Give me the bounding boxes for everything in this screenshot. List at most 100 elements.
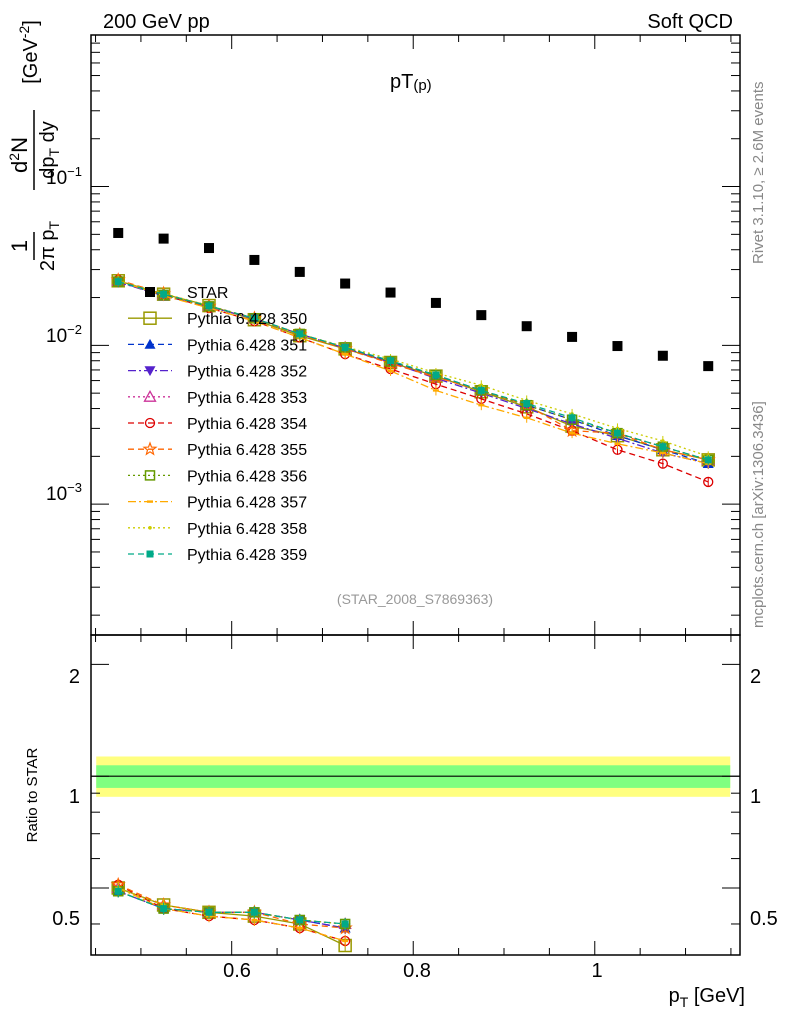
axis-ticks: [91, 34, 740, 955]
legend-marker-1: [143, 311, 157, 325]
legend-entry-3: Pythia 6.428 352: [128, 364, 307, 381]
legend-entry-8: Pythia 6.428 357: [128, 495, 307, 512]
legend-entry-9: Pythia 6.428 358: [128, 521, 307, 538]
rivet-label: Rivet 3.1.10, ≥ 2.6M events: [750, 82, 767, 265]
ratio-series-1: [112, 885, 351, 935]
data-point-10-12: [659, 443, 667, 451]
legend-marker-5: [144, 417, 156, 429]
mcplots-label: mcplots.cern.ch [arXiv:1306.3436]: [750, 401, 767, 628]
data-point-0-8: [476, 310, 487, 321]
ratio-panel-frame: [90, 634, 741, 956]
lower-tick-right-2: 2: [750, 666, 761, 688]
data-point-5-12: [657, 458, 668, 469]
ratio-point-7-3: [251, 918, 258, 922]
ratio-series-2: [112, 885, 351, 935]
upper-tick-1e-3: 10−3: [46, 480, 82, 505]
data-point-9-12: [661, 439, 665, 443]
upper-tick-1e-1: 10−1: [46, 164, 82, 189]
data-point-8-12: [659, 451, 666, 455]
data-point-0-13: [703, 361, 714, 372]
data-point-8-10: [569, 431, 576, 435]
legend-label-3: Pythia 6.428 352: [187, 364, 307, 381]
data-point-0-10: [567, 331, 578, 342]
data-point-8-9: [523, 416, 530, 419]
series-0: [113, 227, 714, 372]
data-point-10-1: [160, 290, 168, 298]
legend-entry-0: STAR: [145, 285, 228, 302]
legend-entry-6: Pythia 6.428 355: [128, 441, 307, 459]
legend: STAR Pythia 6.428 350 Pythia 6.428 351 Pyth…: [128, 285, 307, 564]
legend-entry-2: Pythia 6.428 351: [128, 337, 307, 354]
lower-y-axis-label: Ratio to STAR: [24, 747, 41, 842]
main-panel-series: [110, 227, 716, 488]
legend-marker-10: [146, 550, 154, 558]
legend-marker-3: [144, 366, 156, 377]
data-point-10-7: [432, 371, 440, 379]
legend-label-0: STAR: [187, 285, 228, 302]
header-left: 200 GeV pp: [103, 11, 210, 33]
legend-entry-1: Pythia 6.428 350: [128, 311, 307, 328]
svg-text:[GeV-2]: [GeV-2]: [16, 20, 42, 84]
legend-marker-8: [147, 500, 153, 503]
svg-text:1: 1: [7, 240, 32, 252]
legend-entry-7: Pythia 6.428 356: [128, 468, 307, 485]
lower-tick-left-1: 1: [69, 786, 80, 808]
lower-tick-left-0.5: 0.5: [52, 908, 80, 930]
ratio-series-9: [114, 885, 349, 930]
legend-label-9: Pythia 6.428 358: [187, 521, 307, 538]
data-point-10-6: [387, 357, 395, 365]
data-point-10-8: [477, 386, 485, 394]
data-point-0-2: [204, 243, 214, 254]
upper-tick-1e-2: 10−2: [46, 322, 82, 347]
data-point-10-13: [704, 456, 712, 464]
series-10: [114, 276, 712, 465]
ratio-panel-series: [110, 876, 353, 953]
header-right: Soft QCD: [647, 11, 733, 33]
data-point-8-11: [614, 442, 621, 445]
ratio-line-9: [117, 890, 346, 925]
ratio-reference-band: [91, 756, 740, 797]
data-point-0-12: [657, 350, 668, 361]
ratio-line-8: [118, 887, 346, 925]
analysis-watermark: (STAR_2008_S7869363): [337, 591, 493, 607]
data-point-8-6: [387, 369, 394, 373]
ratio-line-2: [117, 890, 346, 929]
ratio-series-6: [112, 885, 351, 930]
data-point-0-6: [385, 287, 396, 298]
svg-text:d2N: d2N: [6, 137, 32, 173]
x-tick-0.8: 0.8: [403, 960, 431, 982]
legend-label-6: Pythia 6.428 355: [187, 442, 307, 459]
legend-label-8: Pythia 6.428 357: [187, 495, 307, 512]
legend-label-1: Pythia 6.428 350: [187, 311, 307, 328]
data-point-0-11: [612, 341, 623, 352]
lower-tick-right-0.5: 0.5: [750, 908, 778, 930]
upper-y-axis-label: 1 2π pT d2N dpT dy [GeV-2]: [6, 20, 62, 271]
legend-marker-7: [144, 470, 156, 481]
plot-title: pT(p): [390, 71, 432, 94]
ratio-point-9-0: [114, 887, 122, 895]
ratio-point-7-5: [342, 939, 349, 943]
series-line-8: [118, 280, 709, 465]
data-point-0-4: [294, 266, 305, 277]
lower-tick-left-2: 2: [69, 666, 80, 688]
data-point-8-7: [432, 389, 439, 392]
data-point-9-8: [479, 383, 484, 388]
ratio-line-0: [118, 887, 346, 947]
legend-entry-4: Pythia 6.428 353: [128, 390, 307, 407]
ratio-point-9-4: [296, 916, 304, 924]
legend-marker-2: [144, 338, 156, 349]
legend-entry-10: Pythia 6.428 359: [128, 547, 307, 564]
data-point-10-4: [296, 330, 304, 338]
x-tick-1: 1: [591, 960, 602, 982]
data-point-8-5: [342, 352, 349, 356]
legend-label-5: Pythia 6.428 354: [187, 416, 307, 433]
data-point-10-2: [205, 302, 213, 310]
lower-tick-right-1: 1: [750, 786, 761, 808]
legend-label-2: Pythia 6.428 351: [187, 337, 307, 354]
data-point-5-13: [703, 476, 714, 488]
svg-text:2π pT: 2π pT: [37, 220, 62, 271]
ratio-point-9-1: [160, 905, 168, 913]
data-point-10-11: [613, 429, 621, 437]
data-point-10-10: [568, 414, 576, 422]
